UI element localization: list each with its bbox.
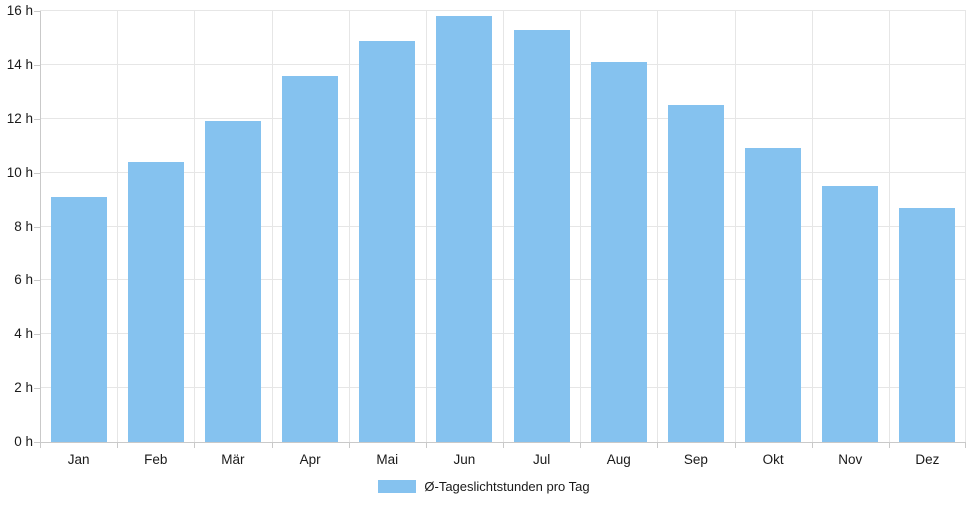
y-axis-tick	[34, 334, 40, 335]
x-axis-label-mai: Mai	[376, 452, 399, 467]
x-axis-label-jul: Jul	[532, 452, 551, 467]
y-axis-tick-label: 10 h	[6, 165, 33, 180]
x-axis-tick	[40, 442, 41, 448]
bar-sep[interactable]	[668, 105, 724, 442]
x-axis-label-aug: Aug	[606, 452, 631, 467]
y-axis-tick-label: 2 h	[14, 380, 33, 395]
x-axis-label-feb: Feb	[144, 452, 168, 467]
gridline-v	[349, 11, 350, 442]
y-axis-line	[40, 11, 41, 442]
gridline-v	[426, 11, 427, 442]
bar-mai[interactable]	[359, 41, 415, 442]
gridline-v	[965, 11, 966, 442]
x-axis-label-apr: Apr	[299, 452, 321, 467]
bar-jan[interactable]	[51, 197, 107, 442]
plot-area	[40, 10, 966, 443]
bar-apr[interactable]	[282, 76, 338, 442]
gridline-v	[272, 11, 273, 442]
x-axis-tick	[657, 442, 658, 448]
y-axis-tick	[34, 388, 40, 389]
x-axis-label-dez: Dez	[915, 452, 940, 467]
gridline-v	[657, 11, 658, 442]
bar-dez[interactable]	[899, 208, 955, 442]
y-axis-tick-label: 0 h	[14, 434, 33, 449]
x-axis-label-okt: Okt	[762, 452, 784, 467]
bar-feb[interactable]	[128, 162, 184, 442]
gridline-v	[117, 11, 118, 442]
gridline-v	[580, 11, 581, 442]
y-axis-tick	[34, 65, 40, 66]
x-axis-label-jun: Jun	[453, 452, 476, 467]
y-axis-tick	[34, 442, 40, 443]
x-axis-tick	[812, 442, 813, 448]
y-axis-tick-label: 14 h	[6, 57, 33, 72]
x-axis-tick	[194, 442, 195, 448]
gridline-v	[889, 11, 890, 442]
y-axis-tick	[34, 119, 40, 120]
y-axis-tick	[34, 280, 40, 281]
legend-label: Ø-Tageslichtstunden pro Tag	[424, 479, 590, 494]
x-axis-tick	[272, 442, 273, 448]
x-axis-tick	[889, 442, 890, 448]
y-axis-tick-label: 6 h	[14, 272, 33, 287]
gridline-v	[503, 11, 504, 442]
x-axis-tick	[117, 442, 118, 448]
x-axis-tick	[349, 442, 350, 448]
x-axis-label-jan: Jan	[67, 452, 90, 467]
gridline-v	[812, 11, 813, 442]
y-axis-tick	[34, 11, 40, 12]
bar-aug[interactable]	[591, 62, 647, 442]
bar-nov[interactable]	[822, 186, 878, 442]
gridline-v	[735, 11, 736, 442]
y-axis-tick-label: 8 h	[14, 219, 33, 234]
x-axis-tick	[965, 442, 966, 448]
x-axis-tick	[735, 442, 736, 448]
y-axis-tick-label: 16 h	[6, 3, 33, 18]
bar-mär[interactable]	[205, 121, 261, 442]
x-axis-tick	[503, 442, 504, 448]
x-axis-label-sep: Sep	[683, 452, 708, 467]
bar-jun[interactable]	[436, 16, 492, 442]
x-axis-tick	[580, 442, 581, 448]
legend-swatch	[378, 480, 417, 493]
x-axis-label-nov: Nov	[838, 452, 863, 467]
y-axis-tick	[34, 173, 40, 174]
bar-jul[interactable]	[514, 30, 570, 442]
gridline-h	[40, 10, 966, 11]
legend[interactable]: Ø-Tageslichtstunden pro Tag	[0, 479, 968, 494]
y-axis-tick-label: 12 h	[6, 111, 33, 126]
x-axis-label-mär: Mär	[221, 452, 245, 467]
gridline-v	[194, 11, 195, 442]
x-axis-tick	[426, 442, 427, 448]
bar-okt[interactable]	[745, 148, 801, 442]
y-axis-tick-label: 4 h	[14, 326, 33, 341]
y-axis-tick	[34, 227, 40, 228]
